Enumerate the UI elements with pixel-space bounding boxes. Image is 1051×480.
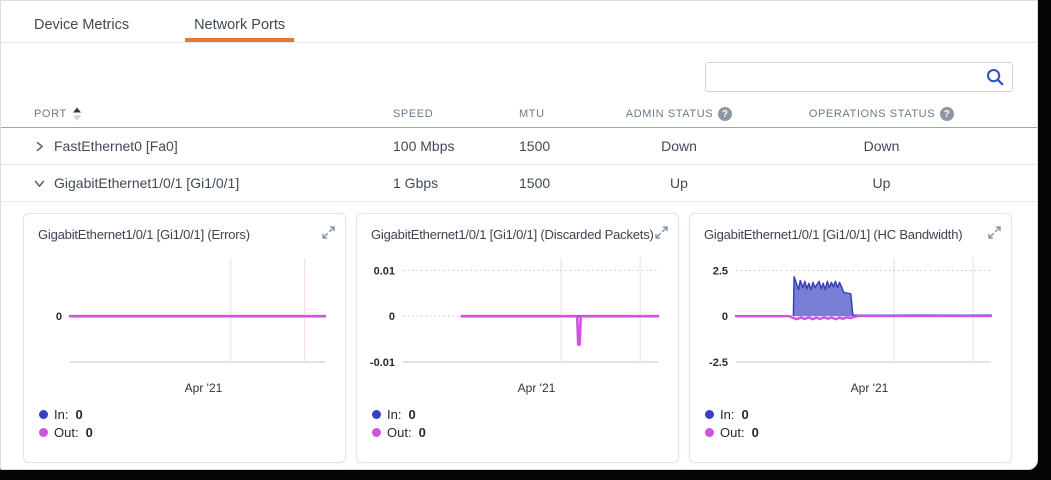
column-header-mtu[interactable]: MTU [519, 108, 599, 120]
port-operations-status: Down [863, 138, 900, 154]
port-name: GigabitEthernet1/0/1 [Gi1/0/1] [54, 175, 240, 191]
search-icon[interactable] [985, 67, 1005, 87]
table-row-gigabitethernet[interactable]: GigabitEthernet1/0/1 [Gi1/0/1] 1 Gbps 15… [1, 165, 1037, 202]
port-operations-status: Up [872, 175, 891, 191]
in-series-dot-icon [372, 410, 381, 419]
port-mtu: 1500 [519, 175, 551, 191]
port-admin-status: Down [661, 138, 697, 154]
legend-value: 0 [418, 425, 426, 440]
legend-value: 0 [741, 407, 749, 422]
chevron-right-icon[interactable] [34, 141, 45, 152]
legend-label: Out: [387, 425, 412, 440]
tab-device-metrics[interactable]: Device Metrics [34, 17, 130, 33]
port-speed: 100 Mbps [393, 138, 455, 154]
legend-in: In: 0 [705, 407, 1011, 422]
tab-network-ports[interactable]: Network Ports [185, 15, 295, 42]
operations-status-header-label: OPERATIONS STATUS [808, 108, 936, 120]
legend-label: Out: [720, 425, 745, 440]
expand-icon[interactable] [321, 225, 336, 240]
mtu-header-label: MTU [519, 108, 545, 120]
chart-panel-discarded-packets: GigabitEthernet1/0/1 [Gi1/0/1] (Discarde… [356, 213, 679, 463]
errors-chart[interactable]: 0 [28, 248, 331, 380]
x-axis-label: Apr '21 [517, 381, 556, 395]
legend-value: 0 [85, 425, 93, 440]
chart-legend: In: 0 Out: 0 [705, 407, 1011, 440]
speed-header-label: SPEED [393, 108, 434, 120]
discarded-packets-chart[interactable]: 0.01 0 -0.01 [361, 248, 664, 380]
chart-panel-hc-bandwidth: GigabitEthernet1/0/1 [Gi1/0/1] (HC Bandw… [689, 213, 1012, 463]
admin-status-header-label: ADMIN STATUS [625, 108, 714, 120]
hc-bandwidth-chart[interactable]: 2.5 0 -2.5 [694, 248, 997, 380]
chart-title: GigabitEthernet1/0/1 [Gi1/0/1] (HC Bandw… [704, 227, 963, 242]
legend-out: Out: 0 [705, 425, 1011, 440]
legend-label: In: [720, 407, 735, 422]
column-header-operations-status[interactable]: OPERATIONS STATUS ? [759, 107, 1004, 121]
column-header-admin-status[interactable]: ADMIN STATUS ? [599, 107, 759, 121]
sort-icon[interactable] [72, 106, 82, 122]
legend-in: In: 0 [39, 407, 345, 422]
legend-out: Out: 0 [372, 425, 678, 440]
out-series-dot-icon [705, 428, 714, 437]
svg-text:0: 0 [56, 311, 62, 323]
svg-text:0: 0 [722, 311, 728, 323]
port-name: FastEthernet0 [Fa0] [54, 138, 178, 154]
table-header-row: PORT SPEED MTU ADMIN STATUS ? OPERATIO [1, 101, 1037, 128]
legend-out: Out: 0 [39, 425, 345, 440]
charts-row: GigabitEthernet1/0/1 [Gi1/0/1] (Errors) … [1, 202, 1037, 463]
operations-status-help-icon[interactable]: ? [940, 107, 955, 121]
svg-text:2.5: 2.5 [713, 265, 728, 277]
chart-legend: In: 0 Out: 0 [372, 407, 678, 440]
in-series-dot-icon [39, 410, 48, 419]
out-series-dot-icon [372, 428, 381, 437]
chevron-down-icon[interactable] [34, 178, 45, 189]
legend-value: 0 [751, 425, 759, 440]
tab-bar: Device Metrics Network Ports [1, 1, 1037, 43]
search-box [705, 62, 1013, 92]
ports-table: PORT SPEED MTU ADMIN STATUS ? OPERATIO [1, 101, 1037, 202]
port-mtu: 1500 [519, 138, 551, 154]
search-input[interactable] [705, 62, 1013, 92]
chart-panel-errors: GigabitEthernet1/0/1 [Gi1/0/1] (Errors) … [23, 213, 346, 463]
admin-status-help-icon[interactable]: ? [718, 107, 733, 121]
chart-title: GigabitEthernet1/0/1 [Gi1/0/1] (Errors) [38, 227, 250, 242]
expand-icon[interactable] [654, 225, 669, 240]
in-series-dot-icon [705, 410, 714, 419]
x-axis-label: Apr '21 [184, 381, 223, 395]
chart-legend: In: 0 Out: 0 [39, 407, 345, 440]
legend-label: Out: [54, 425, 79, 440]
port-speed: 1 Gbps [393, 175, 439, 191]
chart-title: GigabitEthernet1/0/1 [Gi1/0/1] (Discarde… [371, 227, 654, 242]
out-series-dot-icon [39, 428, 48, 437]
svg-text:0: 0 [389, 311, 395, 323]
svg-text:0.01: 0.01 [374, 265, 395, 277]
legend-value: 0 [75, 407, 83, 422]
network-ports-page: Device Metrics Network Ports PORT [0, 0, 1038, 470]
legend-value: 0 [408, 407, 416, 422]
svg-text:-0.01: -0.01 [370, 357, 395, 369]
svg-text:-2.5: -2.5 [709, 357, 728, 369]
search-row [1, 43, 1037, 92]
port-header-label: PORT [34, 108, 67, 120]
column-header-speed[interactable]: SPEED [393, 108, 519, 120]
table-row-fastethernet0[interactable]: FastEthernet0 [Fa0] 100 Mbps 1500 Down D… [1, 128, 1037, 165]
legend-in: In: 0 [372, 407, 678, 422]
port-admin-status: Up [670, 175, 688, 191]
x-axis-label: Apr '21 [850, 381, 889, 395]
legend-label: In: [54, 407, 69, 422]
legend-label: In: [387, 407, 402, 422]
expand-icon[interactable] [987, 225, 1002, 240]
column-header-port[interactable]: PORT [34, 106, 393, 122]
